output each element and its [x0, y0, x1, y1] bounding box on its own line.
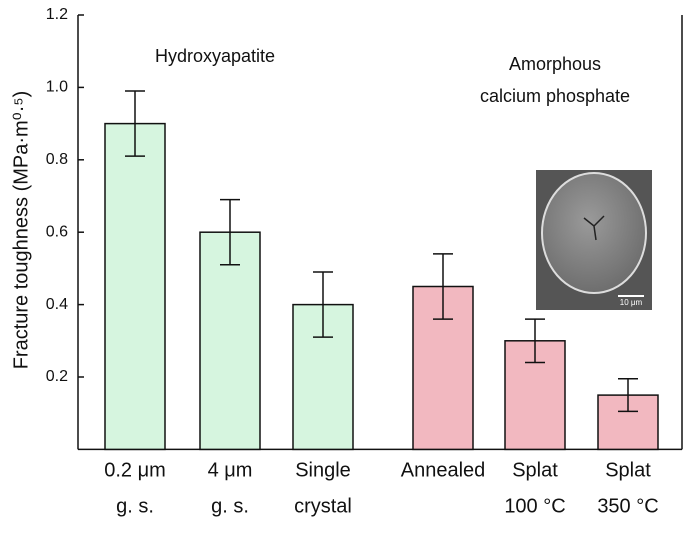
y-axis-label: Fracture toughness (MPa·m⁰·⁵): [10, 91, 32, 370]
inset-image: 10 μm: [536, 170, 652, 310]
x-tick-label: 4 μm: [208, 459, 253, 481]
annotation: Amorphous: [509, 54, 601, 74]
y-tick-label: 1.0: [46, 79, 68, 96]
x-tick-label: 0.2 μm: [104, 459, 166, 481]
bar: [199, 231, 261, 451]
error-bar: [433, 253, 453, 320]
x-tick-label: crystal: [294, 495, 352, 517]
x-tick-label: 100 °C: [504, 495, 565, 517]
y-tick-label: 0.8: [46, 151, 68, 168]
x-tick-label: Annealed: [401, 459, 486, 481]
error-bar: [220, 198, 240, 266]
x-tick-label: 350 °C: [597, 495, 658, 517]
x-tick-label: g. s.: [211, 495, 249, 517]
annotation: calcium phosphate: [480, 86, 630, 106]
x-tick-label: Splat: [512, 459, 558, 481]
inset-scale-label: 10 μm: [620, 298, 643, 307]
annotation: Hydroxyapatite: [155, 46, 275, 66]
x-tick-label: Splat: [605, 459, 651, 481]
error-bar: [525, 318, 545, 364]
x-tick-label: g. s.: [116, 495, 154, 517]
error-bar: [125, 90, 145, 157]
y-tick-label: 0.6: [46, 223, 68, 240]
y-tick-label: 1.2: [46, 6, 68, 23]
y-tick-label: 0.2: [46, 368, 68, 385]
x-tick-label: Single: [295, 459, 351, 481]
y-tick-label: 0.4: [46, 296, 68, 313]
bar: [104, 122, 166, 451]
error-bar: [313, 271, 333, 338]
error-bar: [618, 378, 638, 413]
